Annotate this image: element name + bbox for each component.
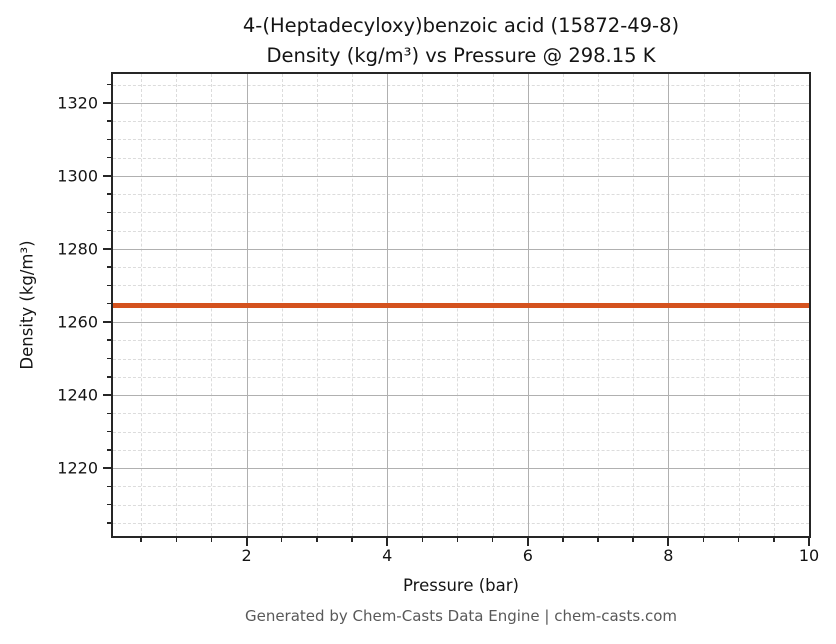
y-minor-tick — [107, 302, 111, 305]
y-minor-tick — [107, 376, 111, 378]
gridline-y-minor — [113, 376, 809, 378]
x-minor-tick — [491, 538, 494, 542]
y-minor-tick — [107, 120, 111, 122]
x-major-tick — [245, 538, 248, 546]
x-minor-tick — [773, 538, 775, 542]
x-minor-tick — [210, 538, 213, 542]
y-minor-tick — [107, 266, 111, 268]
gridline-y-major — [113, 321, 809, 323]
y-minor-tick — [107, 449, 111, 451]
gridline-y-major — [113, 248, 809, 250]
gridline-y-major — [113, 468, 809, 470]
chart-title-line2: Density (kg/m³) vs Pressure @ 298.15 K — [266, 44, 656, 67]
gridline-y-minor — [113, 121, 809, 123]
x-minor-tick — [316, 538, 318, 542]
y-major-tick — [103, 101, 111, 104]
x-minor-tick — [562, 538, 564, 542]
y-minor-tick — [107, 522, 111, 524]
y-minor-tick — [107, 156, 111, 159]
x-tick-label: 8 — [663, 546, 674, 565]
x-minor-tick — [737, 538, 740, 542]
gridline-y-major — [113, 395, 809, 397]
gridline-y-minor — [113, 522, 809, 524]
gridline-y-minor — [113, 285, 809, 287]
gridline-y-minor — [113, 230, 809, 232]
y-minor-tick — [107, 430, 111, 433]
y-minor-tick — [107, 229, 111, 232]
plot-area — [113, 74, 809, 536]
y-tick-label: 1220 — [57, 458, 98, 478]
density-series-line — [113, 302, 809, 308]
gridline-y-minor — [113, 194, 809, 196]
x-minor-tick — [632, 538, 634, 542]
y-major-tick — [103, 467, 111, 470]
x-major-tick — [386, 538, 389, 546]
x-minor-tick — [456, 538, 459, 542]
x-major-tick — [808, 538, 810, 546]
gridline-y-major — [113, 102, 809, 104]
x-minor-tick — [702, 538, 705, 542]
y-minor-tick — [107, 193, 111, 195]
y-tick-label: 1260 — [57, 312, 98, 332]
gridline-y-minor — [113, 504, 809, 506]
gridline-y-minor — [113, 267, 809, 269]
gridline-y-minor — [113, 431, 809, 433]
y-major-tick — [103, 394, 111, 397]
x-minor-tick — [597, 538, 599, 542]
gridline-y-minor — [113, 340, 809, 342]
gridline-y-minor — [113, 84, 809, 86]
x-major-tick — [526, 538, 529, 546]
y-tick-label: 1280 — [57, 239, 98, 259]
y-minor-tick — [107, 357, 111, 360]
y-minor-tick — [107, 339, 111, 341]
x-tick-label: 4 — [382, 546, 393, 565]
gridline-y-minor — [113, 212, 809, 214]
x-major-tick — [667, 538, 670, 546]
y-major-tick — [103, 247, 111, 250]
footer-attribution: Generated by Chem-Casts Data Engine | ch… — [244, 607, 678, 625]
gridline-y-minor — [113, 449, 809, 451]
y-minor-tick — [107, 412, 111, 415]
gridline-y-major — [113, 175, 809, 177]
y-minor-tick — [107, 83, 111, 86]
x-tick-label: 6 — [522, 546, 533, 565]
gridline-y-minor — [113, 358, 809, 360]
x-minor-tick — [351, 538, 353, 542]
chart-title: 4-(Heptadecyloxy)benzoic acid (15872-49-… — [113, 11, 809, 71]
y-tick-label: 1300 — [57, 166, 98, 186]
y-minor-tick — [107, 503, 111, 506]
x-minor-tick — [280, 538, 283, 542]
y-axis-label: Density (kg/m³) — [17, 240, 37, 370]
y-major-tick — [103, 174, 111, 177]
x-minor-tick — [175, 538, 178, 542]
gridline-y-minor — [113, 486, 809, 488]
gridline-y-minor — [113, 413, 809, 415]
y-tick-label: 1240 — [57, 385, 98, 405]
y-minor-tick — [107, 138, 111, 141]
chart-title-line1: 4-(Heptadecyloxy)benzoic acid (15872-49-… — [242, 14, 680, 37]
x-minor-tick — [421, 538, 424, 542]
x-axis-label: Pressure (bar) — [403, 576, 519, 595]
y-minor-tick — [107, 485, 111, 488]
y-minor-tick — [107, 284, 111, 287]
y-minor-tick — [107, 211, 111, 214]
y-tick-label: 1320 — [57, 93, 98, 113]
y-major-tick — [103, 320, 111, 323]
x-tick-label: 10 — [798, 546, 820, 565]
x-minor-tick — [140, 538, 142, 542]
gridline-y-minor — [113, 139, 809, 141]
gridline-y-minor — [113, 157, 809, 159]
x-tick-label: 2 — [241, 546, 252, 565]
